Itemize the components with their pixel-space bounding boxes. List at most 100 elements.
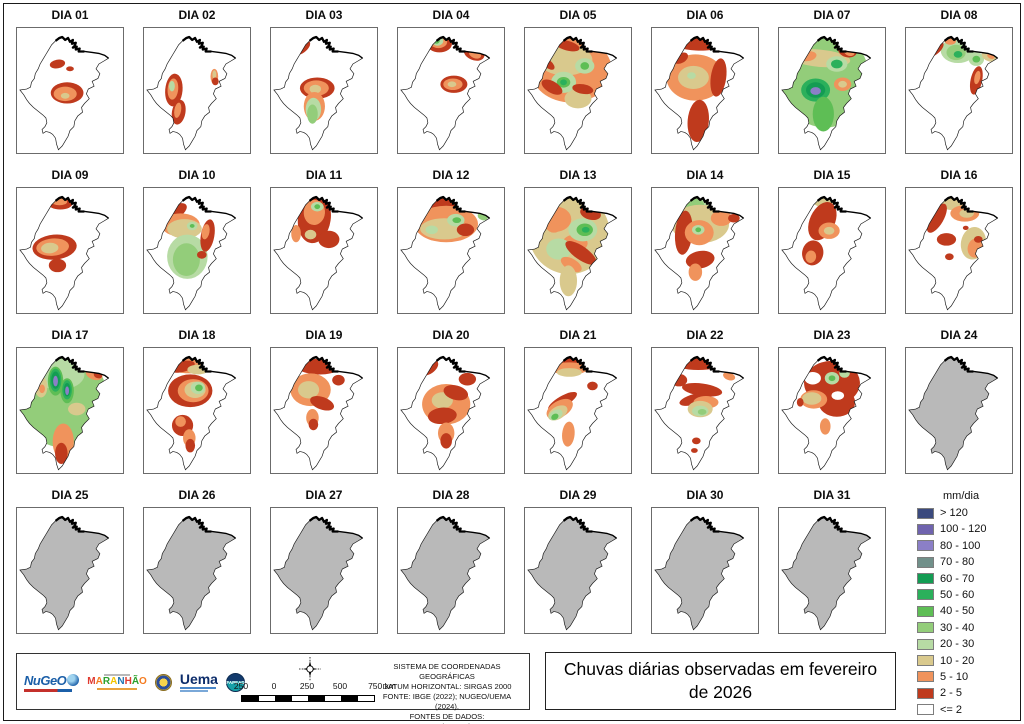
legend-label: 100 - 120 <box>940 523 987 536</box>
map-cell-dia-18: DIA 18 <box>143 328 251 474</box>
legend-label: 30 - 40 <box>940 621 975 634</box>
map-day-title: DIA 07 <box>813 8 851 22</box>
map-canvas <box>524 187 632 314</box>
map-day-title: DIA 31 <box>813 488 851 502</box>
legend-swatch <box>917 605 934 617</box>
fapead-logo: FAPEAD <box>225 672 245 692</box>
legend-label: 50 - 60 <box>940 588 975 601</box>
map-cell-dia-07: DIA 07 <box>778 8 886 154</box>
map-cell-dia-27: DIA 27 <box>270 488 378 634</box>
legend-item: 60 - 70 <box>905 573 1023 585</box>
governo-logo-letter: N <box>117 676 125 688</box>
maranhao-map <box>19 515 110 631</box>
credits-line: SISTEMA DE COORDENADAS GEOGRÁFICAS <box>393 662 501 682</box>
governo-logo-letter: H <box>124 676 132 688</box>
map-cell-dia-19: DIA 19 <box>270 328 378 474</box>
map-cell-dia-11: DIA 11 <box>270 168 378 314</box>
map-cell-dia-29: DIA 29 <box>524 488 632 634</box>
legend-item: 5 - 10 <box>905 671 1023 683</box>
map-day-title: DIA 27 <box>305 488 343 502</box>
legend-swatch <box>917 704 934 716</box>
map-cell-dia-16: DIA 16 <box>905 168 1013 314</box>
map-day-title: DIA 02 <box>178 8 216 22</box>
credits-line: FONTES DE DADOS: CEMADEM/INMET/UEMA <box>403 712 492 724</box>
map-day-title: DIA 19 <box>305 328 343 342</box>
map-day-title: DIA 10 <box>178 168 216 182</box>
scalebar-label: 0 <box>271 681 277 691</box>
map-canvas <box>524 347 632 474</box>
logos-strip: NuGeO MARANHÃO Uema FAPEAD <box>24 667 245 697</box>
maranhao-map <box>400 515 491 631</box>
credits-line: DATUM HORIZONTAL: SIRGAS 2000 <box>382 682 512 692</box>
map-day-title: DIA 24 <box>940 328 978 342</box>
map-cell-dia-10: DIA 10 <box>143 168 251 314</box>
map-canvas <box>905 187 1013 314</box>
scalebar-label: 250 <box>233 681 249 691</box>
map-cell-dia-21: DIA 21 <box>524 328 632 474</box>
state-seal-icon <box>154 673 172 691</box>
map-cell-dia-25: DIA 25 <box>16 488 124 634</box>
nugeo-logo: NuGeO <box>24 672 80 692</box>
map-day-title: DIA 04 <box>432 8 470 22</box>
legend-swatch <box>917 638 934 650</box>
maranhao-map <box>146 355 237 471</box>
scalebar-label: 500 <box>332 681 348 691</box>
legend-item: 70 - 80 <box>905 556 1023 568</box>
governo-maranhao-logo: MARANHÃO <box>87 673 147 691</box>
map-day-title: DIA 11 <box>305 168 343 182</box>
legend-label: 80 - 100 <box>940 539 981 552</box>
legend-swatch <box>917 687 934 699</box>
legend-label: <= 2 <box>940 703 963 716</box>
map-canvas <box>397 27 505 154</box>
maranhao-map <box>273 515 364 631</box>
maranhao-map <box>273 35 364 151</box>
governo-logo-letter: Ã <box>131 676 140 688</box>
legend-item: 50 - 60 <box>905 589 1023 601</box>
maranhao-map <box>400 355 491 471</box>
map-canvas <box>905 27 1013 154</box>
maranhao-map <box>19 355 110 471</box>
legend-item: 2 - 5 <box>905 687 1023 699</box>
maranhao-map <box>908 195 999 311</box>
maranhao-map <box>273 355 364 471</box>
legend-swatch <box>917 556 934 568</box>
legend-item: 40 - 50 <box>905 605 1023 617</box>
map-cell-dia-04: DIA 04 <box>397 8 505 154</box>
map-canvas <box>778 507 886 634</box>
legend-swatch <box>917 622 934 634</box>
map-canvas <box>524 507 632 634</box>
legend-title: mm/dia <box>943 490 980 502</box>
scalebar-label: 750 km <box>368 681 396 691</box>
map-day-title: DIA 16 <box>940 168 978 182</box>
maranhao-map <box>19 35 110 151</box>
map-canvas <box>270 187 378 314</box>
legend-swatch <box>917 573 934 585</box>
map-cell-dia-20: DIA 20 <box>397 328 505 474</box>
maranhao-map <box>527 515 618 631</box>
map-canvas <box>143 187 251 314</box>
map-cell-dia-05: DIA 05 <box>524 8 632 154</box>
legend-item: 80 - 100 <box>905 540 1023 552</box>
map-day-title: DIA 05 <box>559 8 597 22</box>
map-day-title: DIA 26 <box>178 488 216 502</box>
legend-swatch <box>917 671 934 683</box>
legend-label: > 120 <box>940 507 968 519</box>
map-day-title: DIA 28 <box>432 488 470 502</box>
nugeo-logo-text: NuGeO <box>24 672 67 688</box>
maranhao-map <box>781 35 872 151</box>
legend-swatch <box>917 589 934 601</box>
map-title: Chuvas diárias observadas em fevereiro d… <box>563 659 878 702</box>
map-day-title: DIA 29 <box>559 488 597 502</box>
map-canvas <box>651 347 759 474</box>
legend-item: 30 - 40 <box>905 622 1023 634</box>
legend-label: 2 - 5 <box>940 687 963 700</box>
legend-swatch <box>917 507 934 519</box>
uema-logo-subline2 <box>179 690 208 693</box>
map-canvas <box>270 27 378 154</box>
scalebar <box>241 695 375 702</box>
fapead-logo-text: FAPEAD <box>226 679 245 685</box>
map-canvas <box>778 347 886 474</box>
map-day-title: DIA 12 <box>432 168 470 182</box>
map-day-title: DIA 21 <box>559 328 597 342</box>
info-box: NuGeO MARANHÃO Uema FAPEAD <box>16 653 530 724</box>
